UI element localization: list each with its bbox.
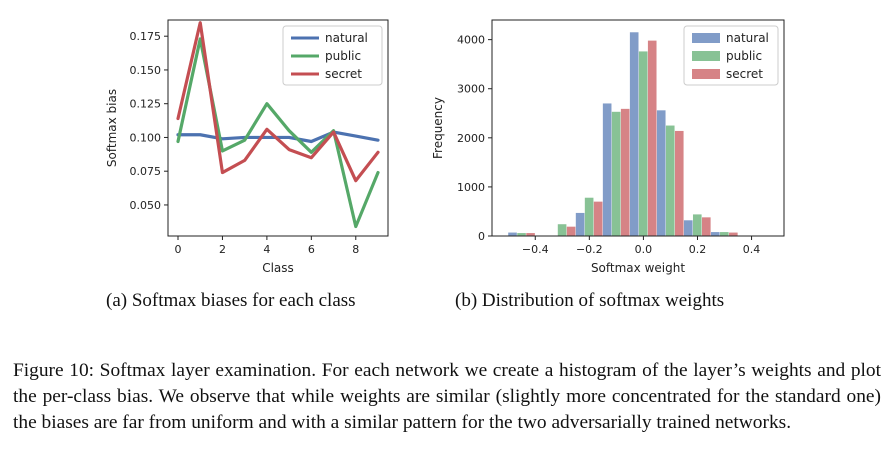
y-tick-label: 1000 — [457, 181, 485, 194]
x-tick-label: 0 — [175, 243, 182, 256]
bar-public — [557, 224, 567, 236]
bar-public — [720, 232, 729, 236]
legend-label-natural: natural — [726, 31, 769, 45]
x-tick-label: 0.2 — [689, 243, 707, 256]
x-tick-label: −0.2 — [576, 243, 603, 256]
x-tick-label: 6 — [308, 243, 315, 256]
plot-frame — [491, 19, 785, 237]
bar-public — [517, 233, 526, 236]
y-tick-label: 0.075 — [130, 165, 162, 178]
legend-label-secret: secret — [325, 67, 362, 81]
x-tick-label: −0.4 — [522, 243, 549, 256]
bar-secret — [701, 217, 711, 236]
legend-label-public: public — [325, 49, 361, 63]
y-axis-label: Frequency — [431, 97, 445, 159]
legend-label-secret: secret — [726, 67, 763, 81]
y-tick-label: 4000 — [457, 34, 485, 47]
y-tick-label: 0.100 — [130, 131, 162, 144]
bar-secret — [674, 130, 684, 236]
x-tick-label: 2 — [219, 243, 226, 256]
y-tick-label: 0.050 — [130, 199, 162, 212]
legend-label-public: public — [726, 49, 762, 63]
x-tick-label: 8 — [352, 243, 359, 256]
y-tick-label: 0 — [478, 230, 485, 243]
bar-secret — [593, 201, 603, 236]
bar-secret — [729, 232, 738, 236]
y-axis-label: Softmax bias — [105, 89, 119, 167]
x-axis-label: Class — [262, 261, 294, 275]
bar-natural — [602, 103, 612, 236]
legend-swatch-secret — [692, 69, 720, 79]
legend-swatch-public — [692, 51, 720, 61]
y-tick-label: 0.150 — [130, 64, 162, 77]
x-tick-label: 0.4 — [743, 243, 761, 256]
bar-secret — [526, 233, 535, 236]
subcaption-a: (a) Softmax biases for each class — [106, 290, 356, 311]
bar-public — [584, 197, 594, 236]
bar-natural — [575, 212, 585, 236]
y-tick-label: 3000 — [457, 83, 485, 96]
y-tick-label: 2000 — [457, 132, 485, 145]
legend-label-natural: natural — [325, 31, 368, 45]
bar-natural — [656, 110, 666, 236]
x-tick-label: 0.0 — [635, 243, 653, 256]
bar-natural — [629, 32, 639, 236]
y-tick-label: 0.175 — [130, 30, 162, 43]
bar-secret — [620, 108, 630, 236]
bar-secret — [647, 40, 657, 237]
bar-public — [638, 51, 648, 236]
bar-public — [692, 214, 702, 236]
bar-natural — [508, 232, 517, 236]
series-line-secret — [176, 21, 380, 183]
bar-public — [611, 111, 621, 236]
bar-natural — [711, 232, 720, 236]
x-axis-label: Softmax weight — [591, 261, 685, 275]
chart-softmax-weights-histogram: −0.4 −0.2 0.0 0.2 0.4 0 1000 2000 3000 4000 Softma… — [431, 19, 785, 275]
legend-swatch-natural — [692, 33, 720, 43]
bar-secret — [566, 226, 576, 236]
figure-caption: Figure 10: Softmax layer examination. Fo… — [13, 360, 881, 433]
bar-public — [665, 125, 675, 236]
plot-frame — [167, 19, 389, 237]
chart-softmax-biases: 0 2 4 6 8 0.050 0.075 0.100 0.125 0.150 0.175 Class… — [105, 19, 389, 275]
subcaption-b: (b) Distribution of softmax weights — [455, 290, 725, 311]
y-tick-label: 0.125 — [130, 98, 162, 111]
bar-natural — [683, 220, 693, 236]
x-tick-label: 4 — [263, 243, 270, 256]
legend-box — [282, 25, 383, 86]
